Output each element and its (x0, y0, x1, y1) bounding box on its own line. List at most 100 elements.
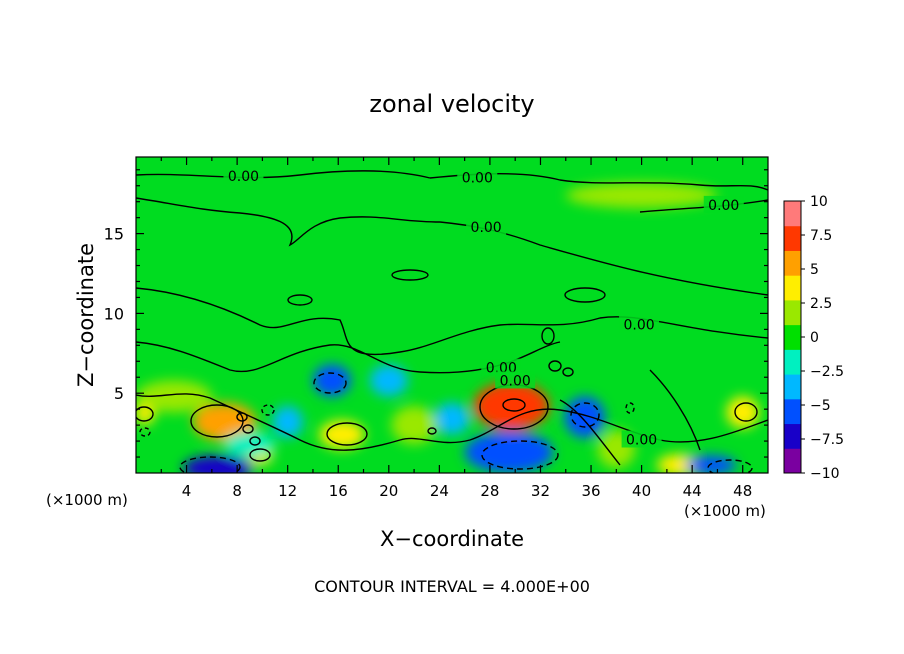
contour-line (427, 427, 437, 435)
contour-label-bg (703, 195, 744, 213)
contour-line (326, 422, 368, 446)
colorbar-segments (784, 201, 801, 474)
chart-title: zonal velocity (369, 90, 534, 118)
colorbar-segment (784, 299, 801, 326)
contour-line (649, 369, 701, 451)
contour-label: 0.00 (623, 318, 654, 334)
field-feature (464, 431, 554, 473)
field-feature (391, 405, 437, 445)
contour-line (136, 406, 154, 422)
contour-label: 0.00 (462, 171, 493, 187)
field-feature (726, 396, 760, 429)
contour-line (639, 199, 768, 213)
contour-line (136, 197, 441, 247)
contour-label-bg (621, 430, 662, 448)
contour-line (136, 287, 768, 356)
contour-line (562, 367, 574, 377)
field-feature (369, 364, 408, 397)
contour-line (313, 372, 347, 394)
zero-contours (136, 170, 768, 473)
contour-line (249, 448, 271, 462)
colorbar-tick-label: 0 (810, 330, 819, 346)
x-tick-label: 44 (683, 482, 702, 500)
colorbar: 10 7.5 5 2.5 0 −2.5 −5 −7.5 −10 (783, 194, 844, 482)
colorbar-tick-label: 2.5 (810, 296, 832, 312)
contour-line (249, 436, 261, 446)
colorbar-tick-label: −2.5 (810, 364, 844, 380)
contour-label-bg (619, 315, 660, 333)
contour-line (139, 427, 151, 437)
colorbar-segment (784, 225, 801, 251)
colorbar-tick-label: 10 (810, 194, 828, 210)
colorbar-segment (784, 201, 801, 227)
colorbar-tick-label: −7.5 (810, 432, 844, 448)
colorbar-tick-label: −5 (810, 398, 831, 414)
colorbar-ticks: 10 7.5 5 2.5 0 −2.5 −5 −7.5 −10 (801, 194, 844, 482)
contour-interval-note: CONTOUR INTERVAL = 4.000E+00 (314, 577, 590, 596)
x-tick-label: 28 (480, 482, 499, 500)
contour-label: 0.00 (500, 373, 531, 389)
x-tick-label: 36 (581, 482, 600, 500)
contour-label-bg (457, 168, 498, 186)
contour-line (541, 327, 555, 345)
x-tick-label: 40 (632, 482, 651, 500)
colorbar-segment (784, 374, 801, 400)
y-axis-label: Z−coordinate (74, 243, 98, 387)
plot-frame (135, 156, 769, 474)
plot-area: 0.00 0.000.000.000.000.000.000.00 4 8 12 16 2… (104, 156, 769, 500)
y-tick-label: 5 (114, 384, 124, 403)
contour-line (734, 402, 758, 422)
x-tick-label: 20 (379, 482, 398, 500)
colorbar-segment (784, 324, 801, 350)
x-tick-label: 4 (182, 482, 192, 500)
contour-line (236, 412, 248, 422)
contour-label: 0.00 (626, 432, 657, 448)
field-feature (224, 431, 276, 458)
x-tick-label: 32 (531, 482, 550, 500)
field-feature (565, 182, 718, 209)
colorbar-segment (784, 398, 801, 425)
field-feature (136, 380, 212, 413)
y-tick-label: 15 (104, 225, 124, 244)
colorbar-segment (784, 250, 801, 276)
field-feature (312, 364, 351, 397)
contour-label: 0.00 (471, 220, 502, 236)
x-axis-label: X−coordinate (380, 527, 524, 551)
x-unit-right: (×1000 m) (684, 502, 766, 520)
contour-line (391, 269, 429, 281)
contour-line (548, 360, 562, 372)
field-feature (272, 405, 303, 438)
contour-label-bg (223, 167, 264, 185)
contour-label: 0.00 (228, 169, 259, 185)
x-tick-label: 12 (278, 482, 297, 500)
x-unit-left: (×1000 m) (46, 491, 128, 509)
contour-line (564, 287, 606, 303)
contour-line (625, 402, 635, 414)
contour-line (481, 440, 559, 470)
contour-label: 0.00 (708, 198, 739, 214)
colorbar-tick-label: 7.5 (810, 228, 832, 244)
x-tick-label: 16 (329, 482, 348, 500)
contour-line (242, 424, 254, 434)
contour-label-bg (481, 358, 522, 376)
contour-line (570, 402, 600, 428)
colorbar-tick-label: 5 (810, 262, 819, 278)
contour-label-bg (495, 371, 536, 389)
colorbar-segment (784, 423, 801, 449)
colorbar-segment (784, 448, 801, 474)
contour-line (287, 294, 313, 306)
x-tick-label: 48 (733, 482, 752, 500)
colorbar-segment (784, 349, 801, 375)
colorbar-segment (784, 275, 801, 301)
x-tick-label: 24 (430, 482, 449, 500)
field-feature (182, 455, 254, 473)
contour-line (502, 398, 526, 412)
contour-line (136, 170, 431, 179)
x-tick-label: 8 (232, 482, 242, 500)
y-tick-label: 10 (104, 304, 124, 323)
contour-line (179, 456, 241, 473)
contour-label-bg (466, 218, 507, 236)
colorbar-tick-label: −10 (810, 466, 840, 482)
